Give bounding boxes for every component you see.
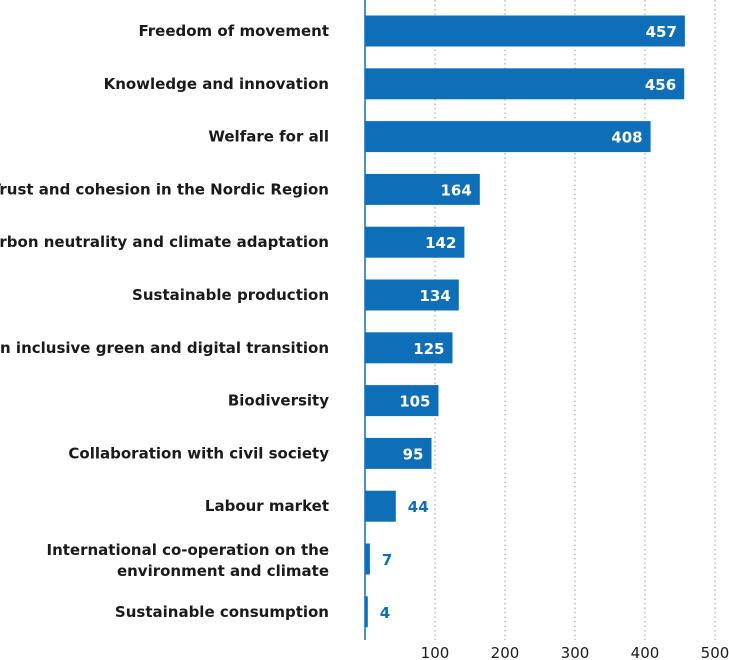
bar bbox=[365, 543, 370, 575]
x-tick-label: 300 bbox=[561, 644, 590, 660]
value-label: 4 bbox=[380, 604, 390, 622]
x-tick-labels: 100 200 300 400 500 bbox=[421, 644, 729, 660]
category-label: Trust and cohesion in the Nordic Region bbox=[0, 180, 329, 198]
bar bbox=[365, 279, 459, 311]
category-label: International co-operation on the environ… bbox=[47, 541, 330, 580]
bar bbox=[365, 332, 453, 364]
value-label: 408 bbox=[611, 129, 642, 147]
value-label: 142 bbox=[425, 234, 456, 252]
value-label: 456 bbox=[645, 76, 676, 94]
x-tick-label: 400 bbox=[631, 644, 660, 660]
bars bbox=[365, 15, 685, 628]
category-label: Freedom of movement bbox=[138, 22, 329, 40]
category-label: Collaboration with civil society bbox=[68, 444, 329, 462]
category-label: Biodiversity bbox=[228, 392, 329, 410]
category-label: Sustainable consumption bbox=[115, 603, 329, 621]
value-label: 134 bbox=[419, 287, 450, 305]
value-label: 457 bbox=[646, 23, 677, 41]
category-label: Sustainable production bbox=[132, 286, 329, 304]
bar bbox=[365, 385, 439, 417]
category-labels: Freedom of movement Knowledge and innovat… bbox=[0, 22, 329, 621]
value-label: 7 bbox=[382, 551, 392, 569]
category-label: Carbon neutrality and climate adaptation bbox=[0, 233, 329, 251]
category-label: An inclusive green and digital transitio… bbox=[0, 339, 329, 357]
bar bbox=[365, 15, 685, 47]
bar bbox=[365, 596, 368, 628]
value-label: 125 bbox=[413, 340, 444, 358]
gridlines bbox=[434, 0, 716, 640]
category-label: Welfare for all bbox=[208, 128, 329, 146]
bar bbox=[365, 490, 396, 522]
bar bbox=[365, 226, 465, 258]
x-tick-label: 100 bbox=[421, 644, 450, 660]
value-label: 44 bbox=[408, 498, 429, 516]
value-label: 105 bbox=[399, 393, 430, 411]
category-label: Knowledge and innovation bbox=[104, 75, 329, 93]
value-labels: 457 456 408 164 142 134 125 105 95 44 7 4 bbox=[380, 23, 677, 622]
value-label: 164 bbox=[440, 181, 471, 199]
value-label: 95 bbox=[403, 445, 424, 463]
bar bbox=[365, 173, 480, 205]
bar bbox=[365, 121, 651, 153]
bar bbox=[365, 68, 685, 100]
x-tick-label: 200 bbox=[491, 644, 520, 660]
x-tick-label: 500 bbox=[701, 644, 729, 660]
category-label: Labour market bbox=[205, 497, 329, 515]
bar bbox=[365, 437, 432, 469]
